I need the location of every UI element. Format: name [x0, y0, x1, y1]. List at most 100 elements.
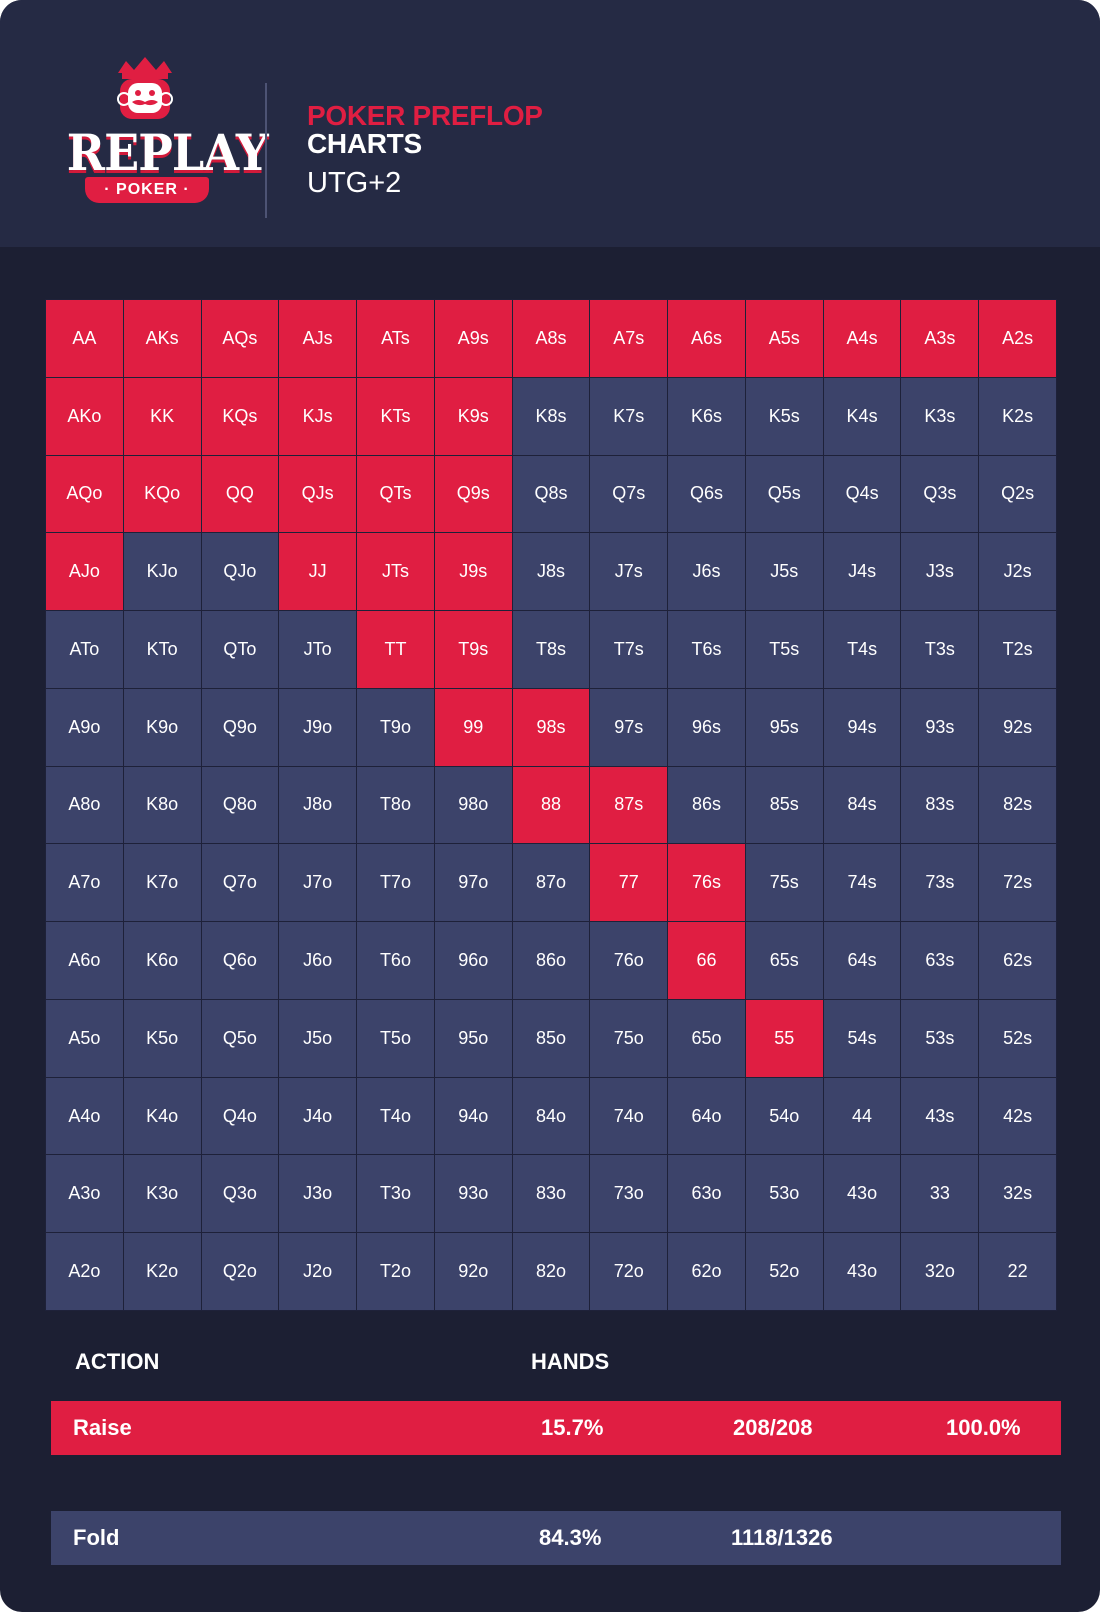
hand-cell: 62o: [668, 1233, 745, 1310]
hand-cell: T6s: [668, 611, 745, 688]
hand-cell: QJs: [279, 455, 357, 533]
hand-cell: 75s: [745, 844, 823, 922]
hand-cell: 82s: [979, 766, 1056, 844]
legend-combos: 208/208: [733, 1415, 813, 1440]
hand-cell: 65o: [668, 999, 745, 1077]
hand-cell: A8o: [46, 766, 123, 844]
hand-cell: A2s: [979, 300, 1056, 377]
hand-cell: 94s: [823, 688, 901, 766]
hand-cell: QJo: [201, 533, 279, 611]
hand-cell: 97o: [434, 844, 512, 922]
hand-cell: J8o: [279, 766, 357, 844]
hand-cell: T8s: [512, 611, 590, 688]
hand-cell: 88: [512, 766, 590, 844]
hand-cell: T3s: [901, 611, 979, 688]
hand-cell: KJs: [279, 377, 357, 455]
hand-cell: T2o: [357, 1233, 434, 1310]
hand-cell: 97s: [590, 688, 668, 766]
hand-cell: 92o: [434, 1233, 512, 1310]
hand-cell: A7s: [590, 300, 668, 377]
hand-cell: Q5o: [201, 999, 279, 1077]
hand-cell: KJo: [123, 533, 201, 611]
hand-cell: 83s: [901, 766, 979, 844]
hand-cell: 98o: [434, 766, 512, 844]
hand-cell: 95s: [745, 688, 823, 766]
hand-cell: J4s: [823, 533, 901, 611]
hand-cell: T7o: [357, 844, 434, 922]
hand-cell: K9s: [434, 377, 512, 455]
hand-cell: 76o: [590, 922, 668, 999]
hand-cell: AKs: [123, 300, 201, 377]
logo-ribbon: · POKER ·: [85, 177, 209, 203]
hand-cell: 63o: [668, 1155, 745, 1233]
hand-cell: J8s: [512, 533, 590, 611]
hand-cell: 84s: [823, 766, 901, 844]
legend-action: Fold: [73, 1525, 120, 1550]
hand-cell: 94o: [434, 1077, 512, 1155]
hand-cell: 84o: [512, 1077, 590, 1155]
hand-cell: AJs: [279, 300, 357, 377]
hand-cell: K2s: [979, 377, 1056, 455]
legend-frequency: 100.0%: [946, 1415, 1021, 1440]
hand-cell: 93s: [901, 688, 979, 766]
hand-cell: 83o: [512, 1155, 590, 1233]
hand-cell: T2s: [979, 611, 1056, 688]
hand-cell: A2o: [46, 1233, 123, 1310]
hand-cell: Q4s: [823, 455, 901, 533]
legend-percent: 84.3%: [539, 1525, 602, 1550]
hand-cell: T8o: [357, 766, 434, 844]
hand-cell: 73s: [901, 844, 979, 922]
hand-cell: ATs: [357, 300, 434, 377]
header-divider: [265, 83, 267, 218]
legend-action: Raise: [73, 1415, 132, 1440]
hand-cell: A9o: [46, 688, 123, 766]
hand-cell: Q9o: [201, 688, 279, 766]
hand-cell: 99: [434, 688, 512, 766]
hand-cell: JJ: [279, 533, 357, 611]
hand-cell: KTo: [123, 611, 201, 688]
hand-cell: 63s: [901, 922, 979, 999]
hand-cell: 64o: [668, 1077, 745, 1155]
hand-cell: K4o: [123, 1077, 201, 1155]
legend-combos: 1118/1326: [731, 1525, 833, 1550]
hand-cell: J5o: [279, 999, 357, 1077]
hand-cell: 65s: [745, 922, 823, 999]
hand-cell: 74o: [590, 1077, 668, 1155]
hand-cell: 54s: [823, 999, 901, 1077]
hand-cell: 85s: [745, 766, 823, 844]
hand-cell: 52s: [979, 999, 1056, 1077]
hand-cell: TT: [357, 611, 434, 688]
hand-cell: 77: [590, 844, 668, 922]
hand-cell: A3s: [901, 300, 979, 377]
hand-cell: 53o: [745, 1155, 823, 1233]
hand-cell: J5s: [745, 533, 823, 611]
hand-cell: T5s: [745, 611, 823, 688]
hand-cell: 85o: [512, 999, 590, 1077]
hand-cell: 92s: [979, 688, 1056, 766]
hand-cell: T9s: [434, 611, 512, 688]
hand-cell: K9o: [123, 688, 201, 766]
hand-cell: 87o: [512, 844, 590, 922]
hand-cell: 72s: [979, 844, 1056, 922]
hand-cell: Q9s: [434, 455, 512, 533]
hand-cell: Q6s: [668, 455, 745, 533]
hand-cell: 86o: [512, 922, 590, 999]
hand-cell: A3o: [46, 1155, 123, 1233]
hand-cell: T4s: [823, 611, 901, 688]
hand-cell: J2s: [979, 533, 1056, 611]
hand-cell: 32o: [901, 1233, 979, 1310]
hand-cell: A7o: [46, 844, 123, 922]
hand-cell: QQ: [201, 455, 279, 533]
hand-cell: KTs: [357, 377, 434, 455]
hand-cell: T9o: [357, 688, 434, 766]
hand-cell: K6o: [123, 922, 201, 999]
legend-row-fold: Fold 84.3% 1118/1326: [51, 1511, 1061, 1565]
page-title-line2: CHARTS: [307, 128, 422, 159]
king-icon: [117, 57, 173, 119]
legend-row-raise: Raise 15.7% 208/208 100.0%: [51, 1401, 1061, 1455]
hand-cell: KQo: [123, 455, 201, 533]
hand-cell: 93o: [434, 1155, 512, 1233]
hand-cell: 53s: [901, 999, 979, 1077]
hand-cell: Q5s: [745, 455, 823, 533]
hand-cell: Q7s: [590, 455, 668, 533]
